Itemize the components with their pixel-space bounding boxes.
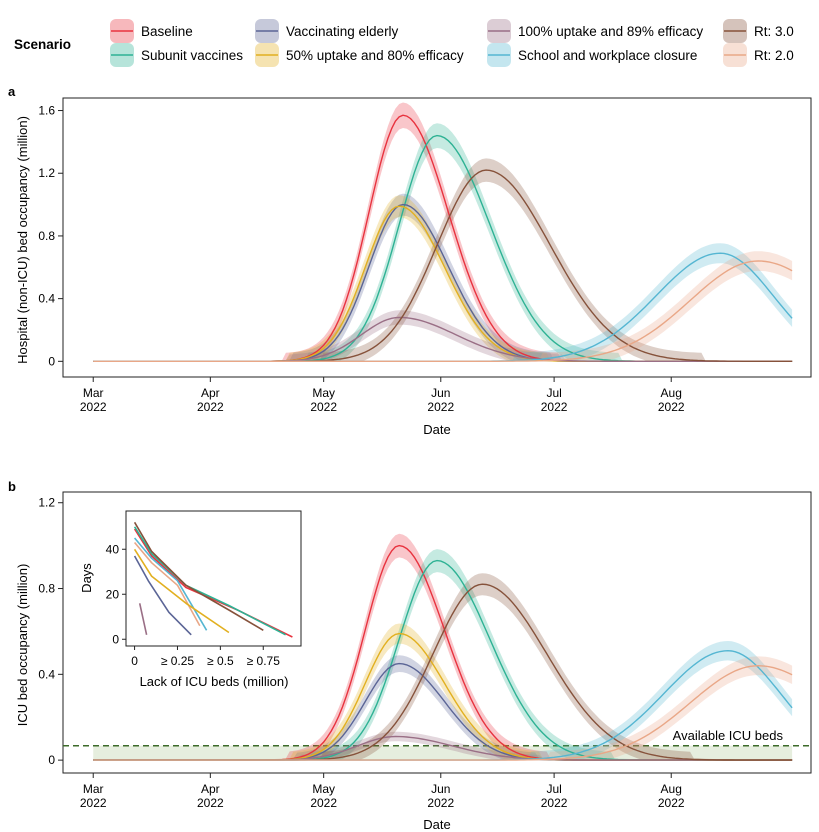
inset-x-tick-label: ≥ 0.75	[247, 654, 281, 668]
y-tick-label: 0.8	[38, 229, 55, 243]
y-tick-label: 1.6	[38, 104, 55, 118]
band-u50	[93, 195, 793, 362]
x-tick-year: 2022	[427, 796, 454, 810]
x-tick-year: 2022	[310, 400, 337, 414]
panel-a-label: a	[8, 84, 16, 99]
inset-line-rt3	[133, 521, 264, 631]
inset-line-elderly	[133, 555, 192, 636]
x-tick-month: Jul	[546, 782, 561, 796]
x-tick-month: Aug	[661, 782, 682, 796]
x-tick-month: Jun	[431, 386, 450, 400]
y-tick-label: 0	[48, 753, 55, 767]
y-tick-label: 0.4	[38, 667, 55, 681]
series-line-rt2	[93, 664, 793, 761]
x-tick-month: Apr	[201, 386, 220, 400]
x-tick-month: Jun	[431, 782, 450, 796]
x-tick-month: Mar	[83, 386, 104, 400]
inset-x-tick-label: ≥ 0.25	[161, 654, 195, 668]
x-tick-year: 2022	[541, 796, 568, 810]
inset-line-u100	[138, 603, 148, 635]
panel-b-y-axis-label: ICU bed occupancy (million)	[15, 564, 30, 727]
legend-label-elderly: Vaccinating elderly	[286, 24, 399, 39]
available-icu-beds-label: Available ICU beds	[673, 728, 784, 743]
panel-a-hospital: a Hospital (non-ICU) bed occupancy (mill…	[8, 84, 812, 437]
x-tick-month: May	[312, 386, 335, 400]
x-tick-month: Apr	[201, 782, 220, 796]
legend-label-u100: 100% uptake and 89% efficacy	[518, 24, 703, 39]
legend-label-subunit: Subunit vaccines	[141, 48, 243, 63]
panel-b-icu: b ICU bed occupancy (million) Date Avail…	[8, 479, 812, 832]
inset-y-tick-label: 20	[106, 587, 120, 601]
x-tick-month: Mar	[83, 782, 104, 796]
x-tick-year: 2022	[197, 400, 224, 414]
x-tick-year: 2022	[541, 400, 568, 414]
y-tick-label: 1.2	[38, 166, 55, 180]
legend-label-school: School and workplace closure	[518, 48, 697, 63]
panel-a-x-axis-label: Date	[423, 422, 450, 437]
plot-frame	[62, 97, 812, 378]
legend-label-rt3: Rt: 3.0	[754, 24, 794, 39]
inset-lack-of-icu-beds: Lack of ICU beds (million) Days 0 20 40 0 ≥ …	[79, 510, 302, 689]
inset-line-school	[133, 537, 208, 631]
x-tick-month: Aug	[661, 386, 682, 400]
x-tick-year: 2022	[310, 796, 337, 810]
x-tick-year: 2022	[658, 796, 685, 810]
x-tick-month: May	[312, 782, 335, 796]
inset-x-tick-label: ≥ 0.5	[207, 654, 234, 668]
panel-b-label: b	[8, 479, 16, 494]
x-tick-year: 2022	[427, 400, 454, 414]
inset-x-tick-label: 0	[131, 654, 138, 668]
panel-a-y-axis-label: Hospital (non-ICU) bed occupancy (millio…	[15, 116, 30, 364]
inset-frame	[125, 510, 302, 647]
inset-y-axis-label: Days	[79, 563, 94, 593]
x-tick-year: 2022	[658, 400, 685, 414]
legend: Scenario Baseline Subunit vaccines Vaccina…	[14, 19, 794, 67]
inset-line-u50	[133, 548, 230, 634]
y-tick-label: 1.2	[38, 496, 55, 510]
legend-title: Scenario	[14, 37, 71, 52]
band-elderly	[93, 193, 793, 362]
y-tick-label: 0.4	[38, 292, 55, 306]
y-tick-label: 0.8	[38, 582, 55, 596]
x-tick-year: 2022	[80, 796, 107, 810]
band-school	[93, 641, 793, 761]
x-tick-year: 2022	[197, 796, 224, 810]
x-tick-year: 2022	[80, 400, 107, 414]
y-tick-label: 0	[48, 354, 55, 368]
inset-x-axis-label: Lack of ICU beds (million)	[140, 674, 289, 689]
inset-y-tick-label: 0	[112, 632, 119, 646]
legend-label-u50: 50% uptake and 80% efficacy	[286, 48, 464, 63]
inset-y-tick-label: 40	[106, 542, 120, 556]
legend-label-baseline: Baseline	[141, 24, 193, 39]
legend-label-rt2: Rt: 2.0	[754, 48, 794, 63]
band-u100	[93, 731, 793, 761]
plot-frame	[62, 491, 812, 774]
series-line-rt2	[93, 260, 793, 362]
x-tick-month: Jul	[546, 386, 561, 400]
panel-b-x-axis-label: Date	[423, 817, 450, 832]
